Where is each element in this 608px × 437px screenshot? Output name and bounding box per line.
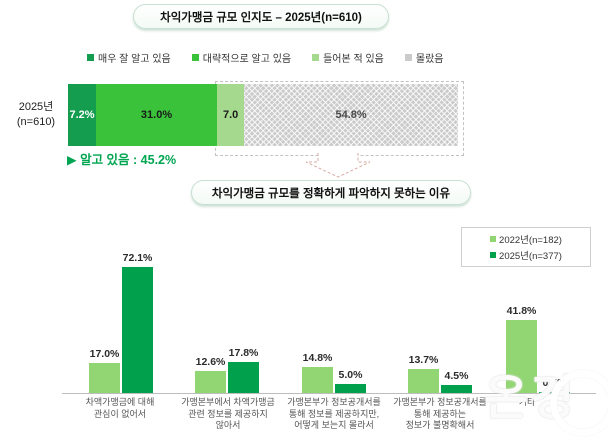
bar-2025년(n=377)-group-2 [335,384,366,393]
stacked-segment-value: 31.0% [140,109,173,121]
bar-2022년(n=182)-group-2 [302,367,333,393]
stacked-bar-category-label: 2025년 (n=610) [16,101,56,128]
bar-value-label: 0.5% [542,377,567,389]
bar-value-label: 41.8% [506,305,537,317]
bottom-legend-item-1: 2025년(n=377) [490,248,562,262]
bar-value-label: 72.1% [122,252,153,264]
stacked-segment-value: 7.0 [222,109,239,121]
stacked-segment-2: 7.0 [216,84,245,146]
bar-value-label: 4.5% [444,370,469,382]
stacked-segment-value: 7.2% [69,109,95,121]
stacked-segment-0: 7.2% [68,84,97,146]
top-chart-legend: 매우 잘 알고 있음 대략적으로 알고 있음 들어본 적 있음 몰랐음 [87,50,443,65]
x-axis-label-3: 가맹본부가 정보공개서를 통해 제공하는 정보가 불명확해서 [393,397,487,431]
legend-label: 2022년(n=182) [499,235,562,246]
legend-label: 몰랐음 [415,54,444,65]
bottom-chart-title: 차익가맹금 규모를 정확하게 파악하지 못하는 이유 [191,180,471,205]
bar-value-label: 17.8% [228,347,259,359]
legend-swatch-icon [87,54,94,61]
bar-2025년(n=377)-group-1 [228,362,259,393]
legend-label: 들어본 적 있음 [323,54,384,65]
stacked-segment-1: 31.0% [96,84,217,146]
legend-item-3: 몰랐음 [404,50,444,65]
bottom-chart-legend: 2022년(n=182) 2025년(n=377) [461,227,591,267]
legend-swatch-icon [312,54,320,61]
bottom-chart-title-text: 차익가맹금 규모를 정확하게 파악하지 못하는 이유 [211,187,451,200]
legend-swatch-icon [490,236,497,242]
legend-item-1: 대략적으로 알고 있음 [191,50,292,65]
legend-swatch-icon [490,252,497,258]
x-axis-line [62,393,596,394]
legend-label: 2025년(n=377) [499,251,562,262]
bar-2022년(n=182)-group-0 [89,363,120,393]
top-chart-title: 차익가맹금 규모 인지도 – 2025년(n=610) [133,4,389,29]
stacked-segment-value: 54.8% [335,109,367,121]
bar-2022년(n=182)-group-3 [408,369,439,393]
bar-value-label: 12.6% [195,356,226,368]
bar-2025년(n=377)-group-0 [122,267,153,393]
x-axis-label-2: 가맹본부가 정보공개서를 통해 정보를 제공하지만, 어떻게 보는지 몰라서 [287,397,381,431]
x-axis-label-4: 기타 [518,397,536,407]
x-axis-label-1: 가맹본부에서 차액가맹금 관련 정보를 제공하지 않아서 [181,397,275,431]
down-arrow-icon [305,153,371,178]
bar-2022년(n=182)-group-1 [195,371,226,393]
top-chart-title-text: 차익가맹금 규모 인지도 – 2025년(n=610) [160,11,362,24]
legend-item-2: 들어본 적 있음 [312,50,384,65]
bottom-legend-item-0: 2022년(n=182) [490,232,562,246]
legend-swatch-icon [191,54,199,61]
aware-total-callout: ▶ 알고 있음 : 45.2% [67,153,177,167]
legend-swatch-icon [404,54,412,61]
bar-value-label: 13.7% [408,354,439,366]
bar-value-label: 5.0% [338,369,363,381]
legend-label: 대략적으로 알고 있음 [202,54,292,65]
bar-2025년(n=377)-group-3 [441,385,472,393]
bar-value-label: 14.8% [302,352,333,364]
stacked-segment-3: 54.8% [244,84,458,146]
bar-value-label: 17.0% [89,348,120,360]
legend-item-0: 매우 잘 알고 있음 [87,50,171,65]
x-axis-label-0: 차액가맹금에 대해 관심이 없어서 [85,397,155,419]
legend-label: 매우 잘 알고 있음 [98,54,171,65]
awareness-stacked-bar: 7.2% 31.0% 7.0 54.8% [68,84,458,146]
bar-2022년(n=182)-group-4 [506,320,537,393]
